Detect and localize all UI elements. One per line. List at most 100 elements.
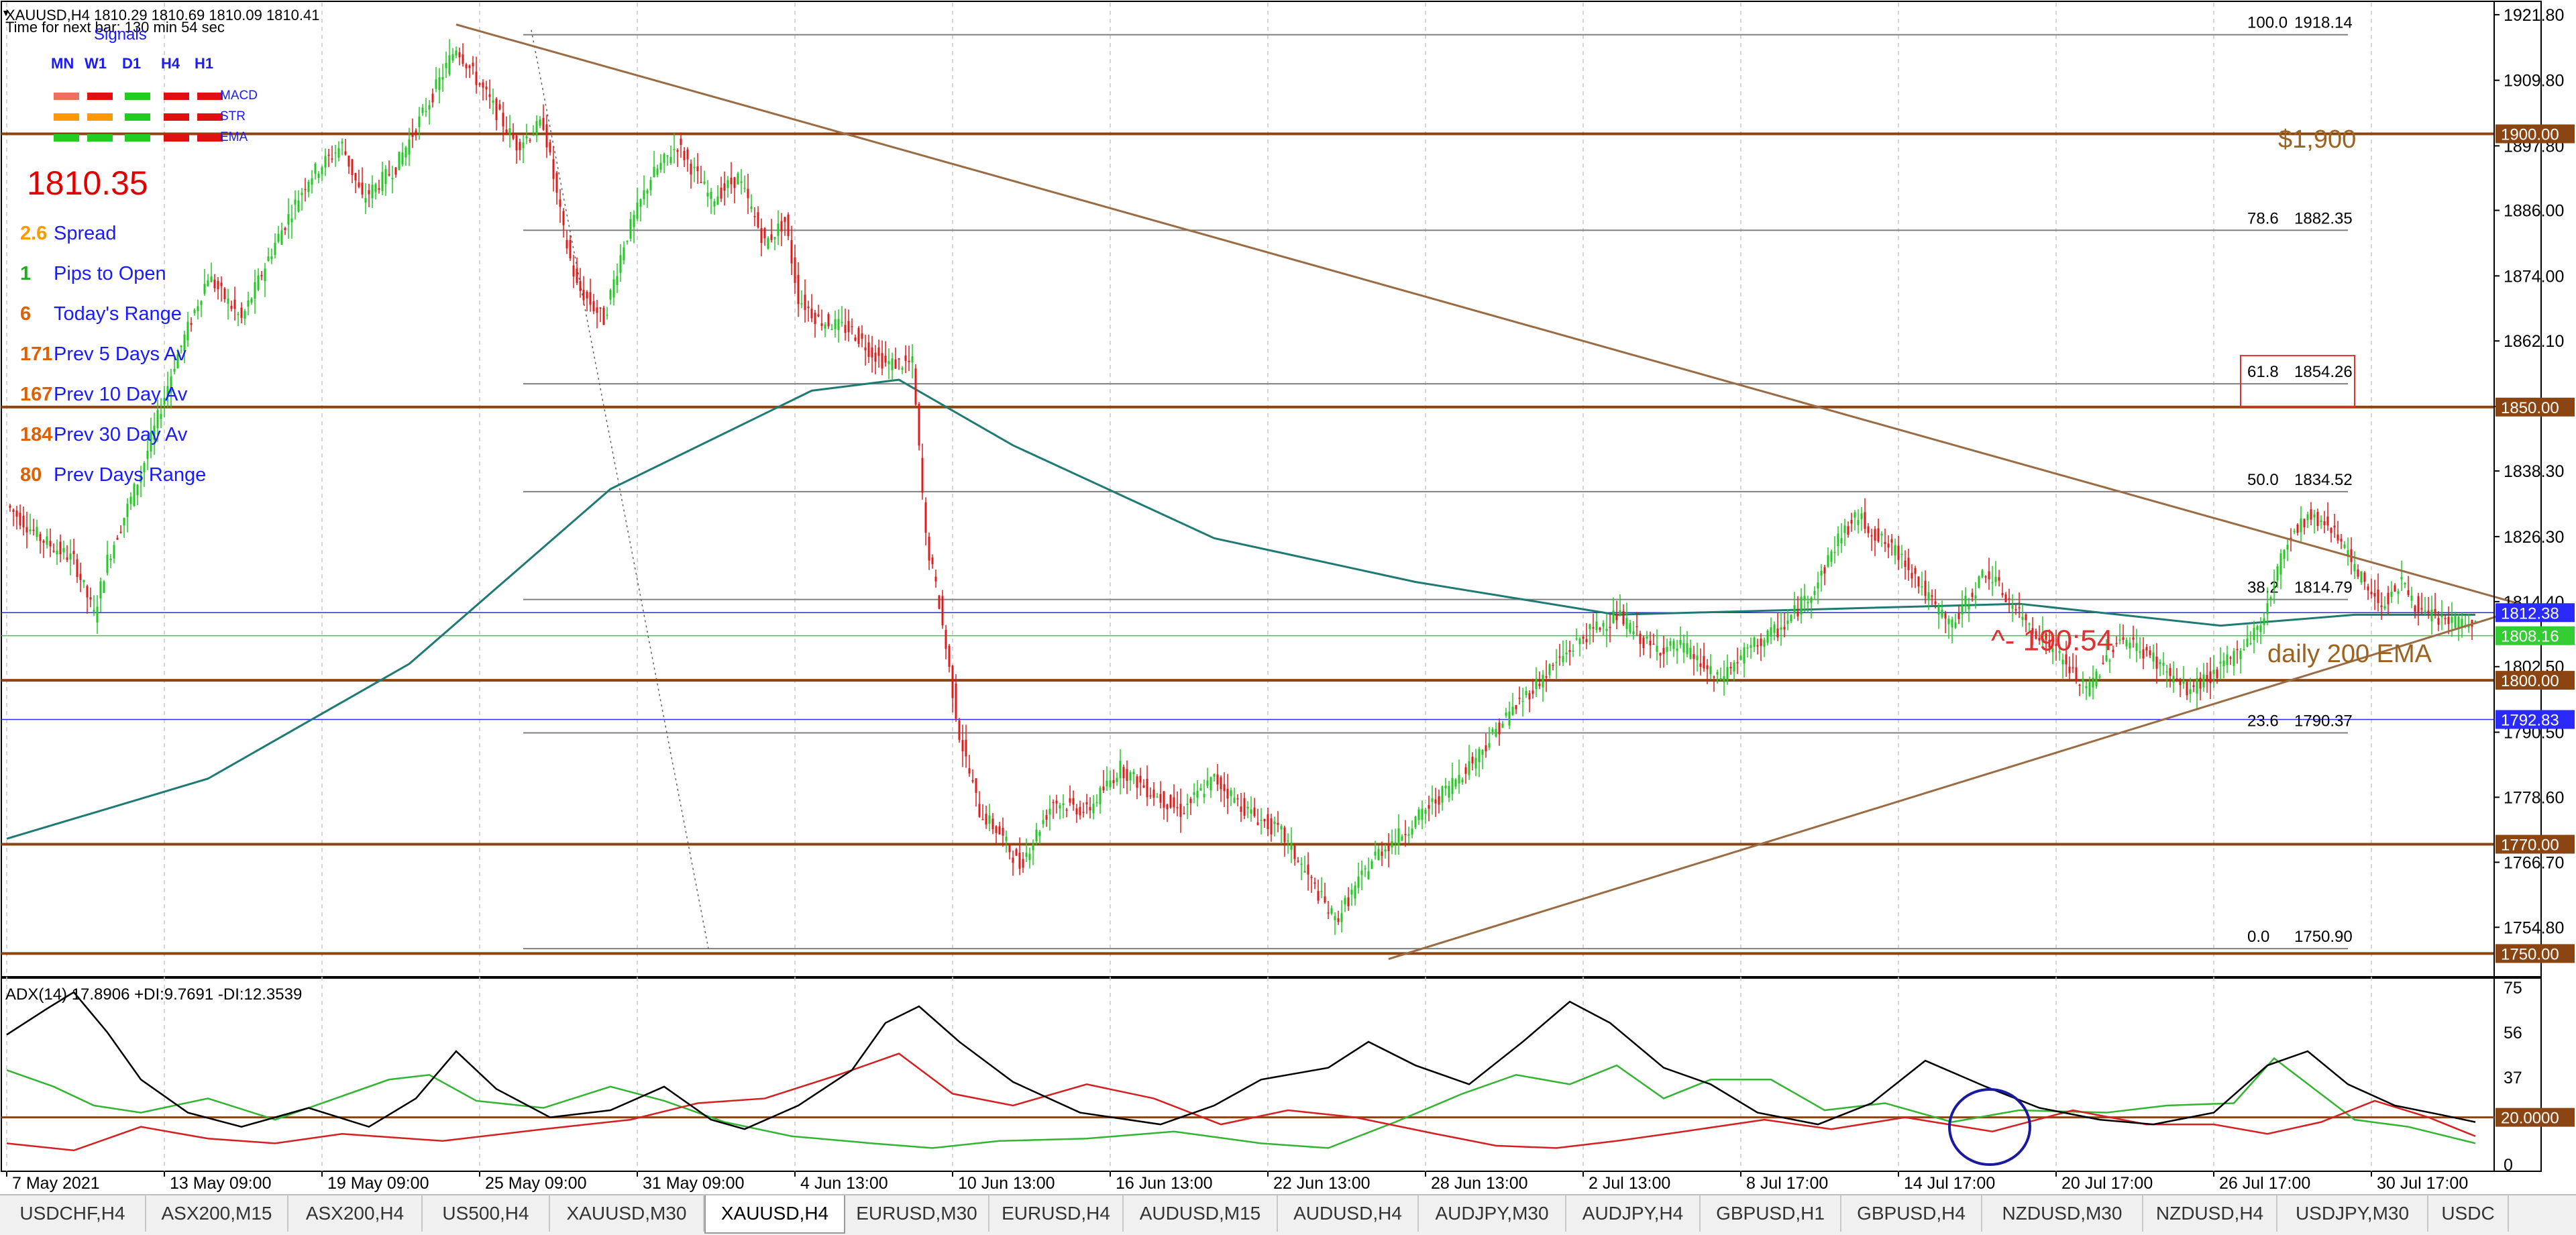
candle-body	[730, 177, 733, 184]
candle-body	[2216, 669, 2218, 678]
candle-body	[1817, 582, 1819, 589]
candle-body	[1444, 786, 1447, 789]
candle-body	[998, 826, 1001, 835]
symbol-tab[interactable]: GBPUSD,H1	[1701, 1195, 1841, 1232]
candle-body	[2061, 659, 2064, 665]
candle-body	[183, 334, 186, 352]
candle-body	[1307, 864, 1309, 875]
candle-body	[2132, 637, 2135, 640]
stat-value: 2.6	[20, 223, 48, 244]
candle-body	[2323, 521, 2326, 525]
stat-value: 184	[20, 424, 53, 445]
symbol-tab[interactable]: ASX200,M15	[146, 1195, 288, 1232]
candle-body	[448, 55, 451, 74]
candle-body	[2226, 654, 2229, 665]
candle-body	[1505, 712, 1507, 716]
adx-line[interactable]	[6, 991, 2476, 1130]
candle-body	[847, 321, 850, 333]
candle-body	[1344, 898, 1346, 905]
candle-body	[1079, 806, 1081, 816]
price-line-tag	[2496, 397, 2575, 417]
candle-body	[1575, 638, 1578, 640]
candle-body	[1156, 796, 1159, 798]
candle-body	[2249, 643, 2252, 645]
candle-body	[106, 554, 109, 574]
candle-body	[2068, 666, 2071, 674]
symbol-tab[interactable]: EURUSD,M30	[845, 1195, 989, 1232]
symbol-tab[interactable]: USDJPY,M30	[2277, 1195, 2428, 1232]
candle-body	[525, 136, 528, 139]
time-tick-label: 2 Jul 13:00	[1589, 1174, 1670, 1193]
candle-body	[1102, 786, 1105, 791]
symbol-tab[interactable]: GBPUSD,H4	[1841, 1195, 1982, 1232]
candle-body	[358, 182, 360, 187]
candle-body	[888, 361, 890, 364]
candle-body	[180, 345, 182, 347]
candle-body	[1226, 788, 1229, 799]
trendline[interactable]	[455, 23, 2530, 608]
candle-body	[851, 326, 853, 327]
ema-200-line[interactable]	[6, 378, 2475, 840]
candle-body	[1646, 636, 1648, 639]
candle-body	[814, 313, 816, 325]
candle-body	[344, 151, 347, 155]
symbol-tab[interactable]: AUDUSD,H4	[1278, 1195, 1419, 1232]
candle-body	[1082, 812, 1085, 813]
candle-body	[830, 329, 833, 331]
candle-body	[706, 193, 709, 197]
candle-body	[1652, 643, 1655, 645]
candle-body	[1662, 647, 1665, 654]
fib-level-percent: 100.0	[2247, 14, 2288, 32]
candle-body	[535, 121, 538, 136]
symbol-tab[interactable]: EURUSD,H4	[989, 1195, 1124, 1232]
candle-body	[103, 581, 105, 593]
symbol-tab[interactable]: US500,H4	[423, 1195, 550, 1232]
candle-body	[317, 173, 320, 178]
candle-body	[2296, 524, 2299, 533]
symbol-tab[interactable]: ASX200,H4	[288, 1195, 423, 1232]
fib-anchor-line[interactable]	[531, 30, 709, 949]
symbol-tab[interactable]: NZDUSD,M30	[1982, 1195, 2143, 1232]
candle-body	[1220, 777, 1222, 790]
symbol-tab[interactable]: AUDJPY,M30	[1419, 1195, 1566, 1232]
symbol-tab[interactable]: AUDUSD,M15	[1124, 1195, 1278, 1232]
time-tick-label: 19 May 09:00	[327, 1174, 429, 1193]
candle-body	[1837, 533, 1839, 547]
symbol-tab[interactable]: NZDUSD,H4	[2143, 1195, 2277, 1232]
candle-body	[2102, 663, 2104, 664]
stat-value: 6	[20, 303, 32, 325]
candle-body	[1951, 619, 1953, 628]
candle-body	[1927, 592, 1930, 600]
symbol-tab[interactable]: XAUUSD,M30	[550, 1195, 704, 1232]
candle-body	[2367, 586, 2369, 591]
candle-body	[2353, 563, 2356, 572]
symbol-tab[interactable]: USDC	[2428, 1195, 2509, 1232]
candle-body	[428, 105, 431, 110]
candle-body	[2243, 649, 2245, 651]
candle-body	[331, 158, 333, 160]
symbol-tab[interactable]: XAUUSD,H4	[704, 1195, 845, 1234]
candle-body	[1129, 772, 1132, 781]
candle-body	[1941, 609, 1943, 618]
candle-body	[133, 484, 136, 506]
signal-cell	[54, 93, 79, 100]
price-tick-label: 1778.60	[2504, 788, 2564, 807]
symbol-tab[interactable]: AUDJPY,H4	[1566, 1195, 1701, 1232]
chart-menu-triangle-icon[interactable]: ▼	[1, 7, 11, 18]
plus-di-line[interactable]	[6, 1057, 2476, 1149]
signal-cell	[125, 93, 150, 100]
candle-body	[153, 425, 156, 440]
candle-body	[1672, 641, 1675, 649]
candle-body	[807, 307, 810, 309]
trendline[interactable]	[1388, 605, 2530, 960]
candle-body	[770, 234, 773, 240]
candle-body	[2031, 628, 2034, 635]
candle-body	[1763, 639, 1766, 647]
candle-body	[995, 826, 998, 833]
price-tick-label: 1921.80	[2504, 6, 2564, 25]
symbol-tab[interactable]: USDCHF,H4	[0, 1195, 146, 1232]
candle-body	[794, 257, 796, 283]
candle-body	[341, 142, 343, 144]
